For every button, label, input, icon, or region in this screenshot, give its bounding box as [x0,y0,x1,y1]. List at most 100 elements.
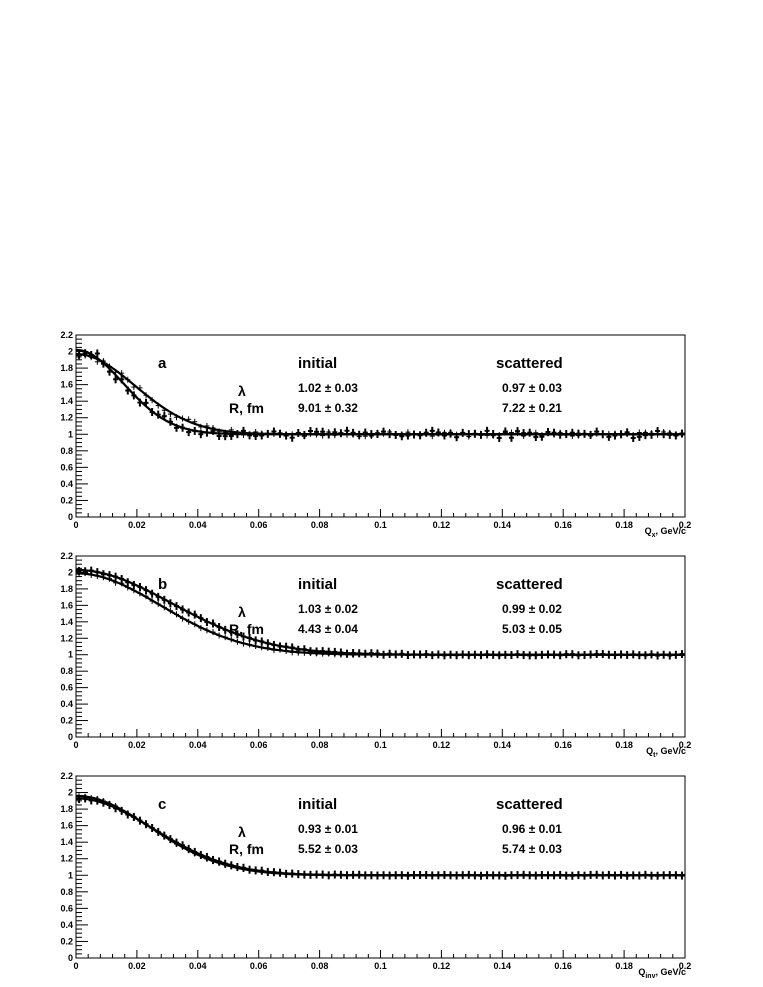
y-tick-label: 2.2 [60,771,73,781]
lambda-initial-value: 1.03 ± 0.02 [298,602,358,616]
x-tick-label: 0.18 [615,520,633,530]
y-tick-label: 2 [68,788,73,798]
y-tick-label: 0.8 [60,666,73,676]
x-tick-label: 0.2 [679,520,692,530]
x-tick-label: 0.06 [250,520,268,530]
y-tick-label: 1.4 [60,617,73,627]
x-tick-label: 0.16 [554,740,572,750]
radius-initial-value: 5.52 ± 0.03 [298,842,358,856]
x-axis-title: Qt, GeV/c [646,746,686,759]
radius-label: R, fm [229,400,264,416]
radius-scattered-value: 7.22 ± 0.21 [502,401,562,415]
plot-frame [75,334,686,518]
panel-letter: b [158,576,167,593]
panel-a: 0 0.02 0.04 0.06 0.08 0.1 0.12 0.14 0.16 0.18 0.2 0… [60,330,691,539]
radius-label: R, fm [229,621,264,637]
y-tick-label: 1.2 [60,413,73,423]
x-tick-label: 0 [73,520,78,530]
y-tick-label: 0.6 [60,462,73,472]
y-tick-label: 0.8 [60,887,73,897]
fit-curve [75,572,685,656]
series-initial [75,566,685,660]
lambda-initial-value: 1.02 ± 0.03 [298,381,358,395]
y-tick-label: 0.6 [60,683,73,693]
x-tick-label: 0.04 [189,740,207,750]
y-tick-label: 1 [68,870,73,880]
y-tick-label: 1.8 [60,584,73,594]
y-tick-label: 1.2 [60,633,73,643]
y-tick-label: 2 [68,567,73,577]
y-tick-label: 0.2 [60,716,73,726]
x-tick-label: 0.1 [374,520,387,530]
x-tick-label: 0.16 [554,520,572,530]
lambda-scattered-value: 0.96 ± 0.01 [502,822,562,836]
y-tick-label: 1.6 [60,600,73,610]
series-scattered [75,352,685,440]
y-tick-label: 1.2 [60,854,73,864]
x-tick-label: 0.08 [311,961,329,971]
radius-scattered-value: 5.03 ± 0.05 [502,622,562,636]
x-tick-label: 0.04 [189,961,207,971]
x-tick-label: 0.08 [311,740,329,750]
x-tick-label: 0.18 [615,961,633,971]
x-tick-label: 0.02 [128,520,146,530]
y-tick-label: 0.6 [60,903,73,913]
y-tick-label: 2.2 [60,330,73,340]
series-initial [75,348,685,442]
lambda-label: λ [238,824,246,840]
x-tick-label: 0.1 [374,740,387,750]
x-tick-label: 0.12 [433,520,451,530]
y-tick-label: 1.4 [60,396,73,406]
y-tick-label: 0.8 [60,446,73,456]
lambda-label: λ [238,604,246,620]
column-head-initial: initial [298,576,337,593]
fit-curve [75,797,685,877]
column-head-scattered: scattered [496,796,563,813]
y-tick-label: 2 [68,347,73,357]
y-tick-label: 0 [68,953,73,963]
column-head-scattered: scattered [496,576,563,593]
lambda-initial-value: 0.93 ± 0.01 [298,822,358,836]
x-axis-title: Qinv, GeV/c [638,967,686,980]
x-tick-label: 0.2 [679,740,692,750]
fit-curve [75,794,685,877]
panel-c: 0 0.02 0.04 0.06 0.08 0.1 0.12 0.14 0.16 0.18 0.2 0… [60,771,691,980]
panel-b: 0 0.02 0.04 0.06 0.08 0.1 0.12 0.14 0.16 0.18 0.2 0… [60,551,691,759]
x-tick-label: 0.2 [679,961,692,971]
x-tick-label: 0.1 [374,961,387,971]
y-tick-label: 1 [68,429,73,439]
fit-curve [75,352,685,436]
plot-frame [75,775,686,959]
y-tick-label: 1.6 [60,380,73,390]
radius-label: R, fm [229,841,264,857]
panel-letter: a [158,355,167,372]
x-tick-label: 0.18 [615,740,633,750]
x-tick-label: 0.14 [494,740,512,750]
y-tick-label: 1.6 [60,821,73,831]
series-scattered [75,570,685,659]
x-tick-label: 0.04 [189,520,207,530]
x-tick-label: 0.12 [433,740,451,750]
x-tick-label: 0.08 [311,520,329,530]
radius-initial-value: 4.43 ± 0.04 [298,622,358,636]
lambda-label: λ [238,383,246,399]
x-tick-label: 0.16 [554,961,572,971]
plot-frame [75,555,686,738]
y-tick-label: 2.2 [60,551,73,561]
radius-scattered-value: 5.74 ± 0.03 [502,842,562,856]
x-tick-label: 0.06 [250,961,268,971]
y-tick-label: 0 [68,512,73,522]
lambda-scattered-value: 0.97 ± 0.03 [502,381,562,395]
y-tick-label: 0.4 [60,920,73,930]
y-tick-label: 0.2 [60,495,73,505]
series-scattered [75,793,685,879]
y-tick-label: 1 [68,650,73,660]
x-tick-label: 0.12 [433,961,451,971]
fit-curve [75,348,685,436]
fit-curve [75,568,685,656]
x-tick-label: 0.06 [250,740,268,750]
column-head-initial: initial [298,796,337,813]
y-tick-label: 1.8 [60,363,73,373]
x-tick-label: 0.14 [494,961,512,971]
